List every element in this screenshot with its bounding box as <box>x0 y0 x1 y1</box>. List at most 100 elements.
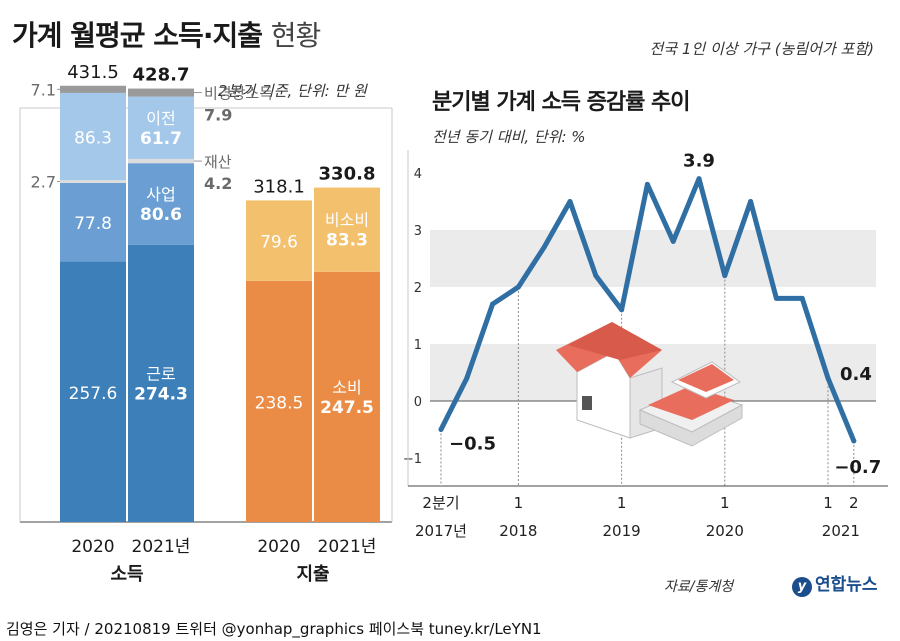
series-name-소비: 소비 <box>332 378 361 397</box>
data-label-사업-2021년: 80.6 <box>140 205 182 225</box>
data-point <box>619 307 625 313</box>
total-label-소득-2021년: 428.7 <box>133 65 190 86</box>
title-bold: 가계 월평균 소득·지출 <box>12 19 263 52</box>
bar-segment-소득-2021년-사업 <box>128 163 194 245</box>
point-label: −0.5 <box>449 434 496 455</box>
series-name-비소비: 비소비 <box>325 211 369 230</box>
scope-note: 전국 1인 이상 가구 (농림어가 포함) <box>649 40 875 58</box>
data-label-이전-2021년: 61.7 <box>140 129 182 149</box>
data-point <box>644 181 650 187</box>
x-tick-quarter: 1 <box>720 494 730 512</box>
title-light: 현황 <box>270 19 322 52</box>
x-tick-year: 2018 <box>499 522 537 540</box>
data-point <box>670 238 676 244</box>
data-label-소비-2020: 238.5 <box>255 393 304 413</box>
data-point <box>773 295 779 301</box>
data-point <box>515 284 521 290</box>
total-label-지출-2021년: 330.8 <box>319 164 376 185</box>
y-tick-label: −1 <box>403 452 422 467</box>
yonhap-logo-icon: y <box>792 577 812 597</box>
grid-band <box>430 230 876 287</box>
bar-segment-소득-2020-근로 <box>60 261 126 522</box>
x-tick-quarter: 1 <box>514 494 524 512</box>
yonhap-logo: y 연합뉴스 <box>792 570 878 597</box>
data-point <box>799 295 805 301</box>
data-point <box>748 199 754 204</box>
data-point <box>490 301 496 307</box>
x-tick-quarter: 1 <box>617 494 627 512</box>
data-point <box>696 176 702 182</box>
bar-segment-소득-2020-재산 <box>60 180 126 183</box>
data-label-근로-2020: 257.6 <box>69 384 118 404</box>
data-point <box>593 273 599 279</box>
data-label-사업-2020: 77.8 <box>74 214 112 234</box>
category-label-소득-2021년: 2021년 <box>132 537 191 557</box>
x-tick-year: 2020 <box>706 522 744 540</box>
data-label-비소비-2020: 79.6 <box>260 233 298 253</box>
bar-segment-소득-2021년-비경상소득 <box>128 88 194 97</box>
series-name-재산: 재산 <box>204 153 232 171</box>
bar-segment-소득-2020-사업 <box>60 182 126 262</box>
data-label-비소비-2021년: 83.3 <box>326 231 368 251</box>
x-tick-quarter: 1 <box>823 494 833 512</box>
x-tick-year-2021: 2021 <box>822 522 860 540</box>
data-label-비경상소득-2021년: 7.9 <box>204 106 232 125</box>
bar-segment-소득-2021년-이전 <box>128 96 194 159</box>
total-label-지출-2020: 318.1 <box>253 176 305 197</box>
data-label-재산-2021년: 4.2 <box>204 174 232 193</box>
line-unit-note: 전년 동기 대비, 단위: % <box>432 128 586 146</box>
point-label: −0.7 <box>834 457 881 478</box>
data-point <box>722 273 728 279</box>
data-point <box>851 438 857 444</box>
bar-segment-지출-2020-소비 <box>246 280 312 522</box>
line-chart-title: 분기별 가계 소득 증감률 추이 <box>432 90 691 115</box>
data-point <box>438 427 444 432</box>
bar-segment-소득-2020-비경상소득 <box>60 85 126 93</box>
page-title: 가계 월평균 소득·지출 현황 <box>12 14 322 54</box>
series-name-근로: 근로 <box>146 364 175 383</box>
bar-segment-소득-2021년-근로 <box>128 244 194 523</box>
series-name-이전: 이전 <box>146 109 175 128</box>
bar-segment-지출-2021년-비소비 <box>314 187 380 272</box>
group-label-소득: 소득 <box>110 564 143 585</box>
series-name-비경상소득: 비경상소득 <box>204 85 273 103</box>
y-tick-label: 4 <box>414 167 422 182</box>
y-tick-label: 1 <box>414 338 422 353</box>
point-label: 0.4 <box>840 364 872 385</box>
data-label-이전-2020: 86.3 <box>74 129 112 149</box>
point-label: 3.9 <box>683 151 715 172</box>
y-tick-label: 0 <box>414 395 422 410</box>
bar-segment-지출-2021년-소비 <box>314 271 380 522</box>
data-point <box>825 375 831 381</box>
y-tick-label: 3 <box>414 224 422 239</box>
x-tick-quarter: 2 <box>849 494 859 512</box>
data-point <box>541 244 547 250</box>
source-note: 자료/통계청 <box>664 579 734 595</box>
series-line <box>438 176 857 444</box>
total-label-소득-2020: 431.5 <box>67 62 119 83</box>
logo-text: 연합뉴스 <box>815 575 878 595</box>
data-label-재산-2020: 2.7 <box>31 173 56 192</box>
y-tick-label: 2 <box>414 281 422 296</box>
x-tick-quarter: 2분기 <box>422 494 459 512</box>
x-tick-year: 2017년 <box>415 522 467 540</box>
grid-band <box>430 344 876 401</box>
bar-segment-지출-2020-비소비 <box>246 200 312 281</box>
series-name-사업: 사업 <box>146 185 175 204</box>
data-point <box>567 199 573 204</box>
x-tick-year: 2019 <box>603 522 641 540</box>
bar-unit-note: 2분기 기준, 단위: 만 원 <box>218 82 367 100</box>
category-label-지출-2020: 2020 <box>257 537 300 557</box>
data-label-소비-2021년: 247.5 <box>320 398 374 418</box>
category-label-소득-2020: 2020 <box>71 537 114 557</box>
category-label-지출-2021년: 2021년 <box>318 537 377 557</box>
bar-segment-소득-2021년-재산 <box>128 158 194 164</box>
data-point <box>464 375 470 381</box>
data-label-근로-2021년: 274.3 <box>134 384 188 404</box>
bar-segment-소득-2020-이전 <box>60 92 126 181</box>
data-label-비경상소득-2020: 7.1 <box>31 80 56 99</box>
footer-credit: 김영은 기자 / 20210819 트위터 @yonhap_graphics 페… <box>6 620 542 638</box>
group-label-지출: 지출 <box>296 564 329 585</box>
